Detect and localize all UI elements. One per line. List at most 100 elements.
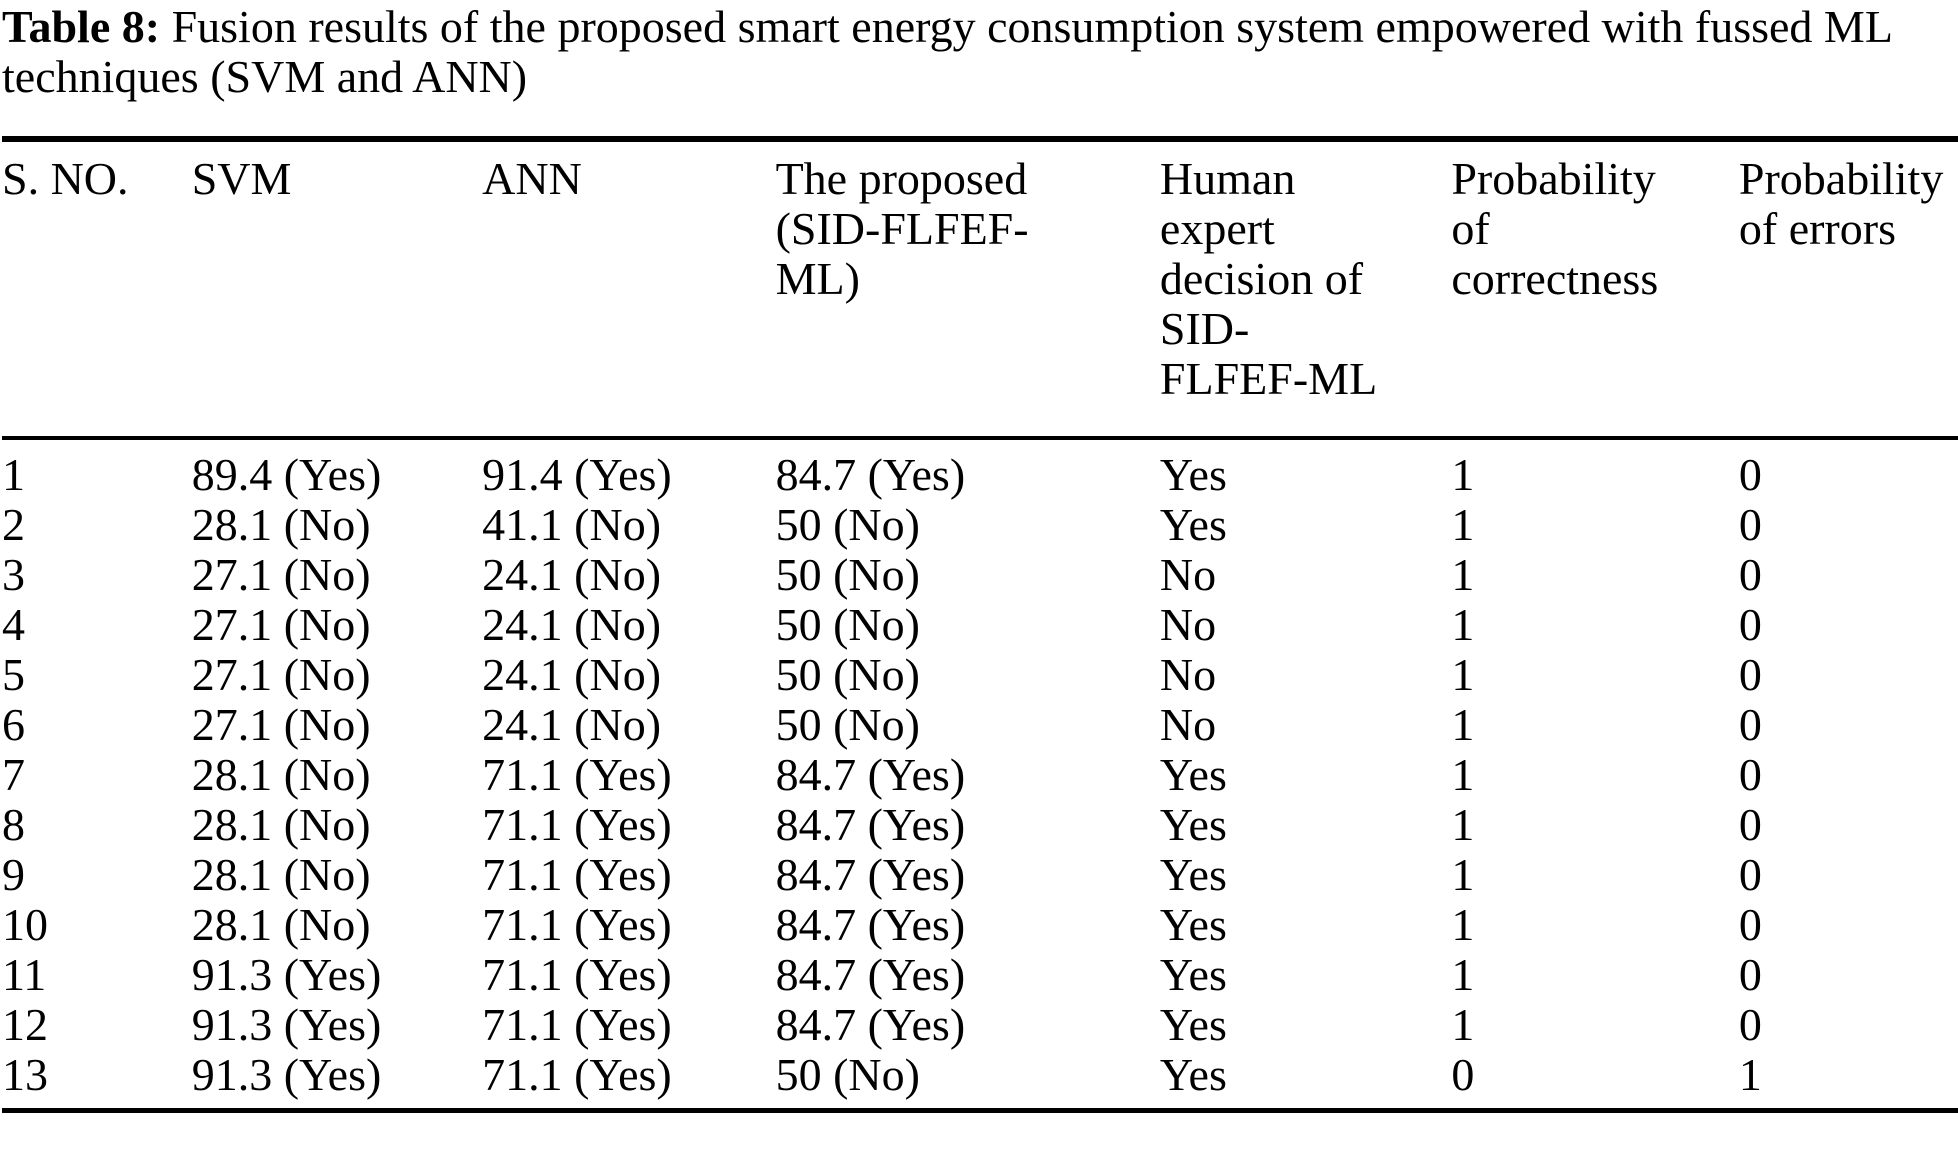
table-cell: 1 xyxy=(1451,499,1475,550)
fusion-results-table: S. NO. SVM ANN The proposed (SID-FLFEF- … xyxy=(2,136,1958,1113)
table-cell: 0 xyxy=(1738,599,1762,650)
table-cell: 0 xyxy=(1738,449,1762,500)
table-row: 13 91.3 (Yes) 71.1 (Yes) 50 (No) Yes 0 1 xyxy=(2,1050,1958,1111)
table-cell: 0 xyxy=(1738,899,1762,950)
table-cell: 84.7 (Yes) xyxy=(775,449,966,500)
table-cell: 84.7 (Yes) xyxy=(775,849,966,900)
table-cell: 50 (No) xyxy=(775,549,920,600)
table-cell: 91.3 (Yes) xyxy=(191,949,382,1000)
table-cell: 0 xyxy=(1738,999,1762,1050)
table-cell: 1 xyxy=(1738,1049,1762,1100)
table-cell: 27.1 (No) xyxy=(191,599,371,650)
table-cell: 50 (No) xyxy=(775,699,920,750)
table-cell: 28.1 (No) xyxy=(191,849,371,900)
table-cell: 71.1 (Yes) xyxy=(482,849,672,900)
table-cell: No xyxy=(1159,699,1217,750)
table-cell: 10 xyxy=(2,899,48,950)
table-cell: No xyxy=(1159,649,1217,700)
table-row: 1 89.4 (Yes) 91.4 (Yes) 84.7 (Yes) Yes 1 0 xyxy=(2,438,1958,500)
table-cell: 50 (No) xyxy=(775,649,920,700)
table-cell: 50 (No) xyxy=(775,499,920,550)
table-cell: 41.1 (No) xyxy=(482,499,662,550)
table-cell: 2 xyxy=(2,499,25,550)
table-cell: Yes xyxy=(1159,849,1227,900)
table-cell: 89.4 (Yes) xyxy=(191,449,382,500)
table-cell: Yes xyxy=(1159,949,1227,1000)
column-header-sno: S. NO. xyxy=(2,139,192,440)
table-cell: Yes xyxy=(1159,799,1227,850)
table-cell: 24.1 (No) xyxy=(482,549,662,600)
table-row: 6 27.1 (No) 24.1 (No) 50 (No) No 1 0 xyxy=(2,700,1958,750)
table-cell: 28.1 (No) xyxy=(191,749,371,800)
table-cell: 27.1 (No) xyxy=(191,549,371,600)
table-cell: 0 xyxy=(1738,699,1762,750)
table-cell: 0 xyxy=(1738,799,1762,850)
table-cell: 91.4 (Yes) xyxy=(482,449,672,500)
table-cell: 11 xyxy=(2,949,47,1000)
table-cell: 24.1 (No) xyxy=(482,699,662,750)
table-row: 12 91.3 (Yes) 71.1 (Yes) 84.7 (Yes) Yes 1 0 xyxy=(2,1000,1958,1050)
table-body: 1 89.4 (Yes) 91.4 (Yes) 84.7 (Yes) Yes 1 0 2 28.… xyxy=(2,438,1958,1111)
table-cell: 0 xyxy=(1738,649,1762,700)
table-cell: 1 xyxy=(1451,849,1475,900)
table-row: 10 28.1 (No) 71.1 (Yes) 84.7 (Yes) Yes 1 0 xyxy=(2,900,1958,950)
table-row: 7 28.1 (No) 71.1 (Yes) 84.7 (Yes) Yes 1 0 xyxy=(2,750,1958,800)
table-cell: Yes xyxy=(1159,899,1227,950)
table-row: 11 91.3 (Yes) 71.1 (Yes) 84.7 (Yes) Yes 1 0 xyxy=(2,950,1958,1000)
table-cell: 5 xyxy=(2,649,25,700)
table-cell: 1 xyxy=(1451,599,1475,650)
table-cell: 71.1 (Yes) xyxy=(482,749,672,800)
table-caption-text: Fusion results of the proposed smart ene… xyxy=(2,1,1893,102)
table-cell: 84.7 (Yes) xyxy=(775,749,966,800)
table-cell: 24.1 (No) xyxy=(482,599,662,650)
table-cell: 91.3 (Yes) xyxy=(191,999,382,1050)
table-cell: No xyxy=(1159,599,1217,650)
column-header-ann: ANN xyxy=(482,139,776,440)
table-cell: 71.1 (Yes) xyxy=(482,899,672,950)
table-cell: 71.1 (Yes) xyxy=(482,999,672,1050)
table-cell: 1 xyxy=(1451,799,1475,850)
table-cell: 8 xyxy=(2,799,25,850)
column-header-svm: SVM xyxy=(191,139,483,440)
table-cell: 24.1 (No) xyxy=(482,649,662,700)
table-cell: 1 xyxy=(1451,649,1475,700)
table-cell: 0 xyxy=(1738,499,1762,550)
table-cell: 9 xyxy=(2,849,25,900)
table-cell: 84.7 (Yes) xyxy=(775,899,966,950)
table-cell: 7 xyxy=(2,749,25,800)
table-cell: 50 (No) xyxy=(775,599,920,650)
table-row: 9 28.1 (No) 71.1 (Yes) 84.7 (Yes) Yes 1 0 xyxy=(2,850,1958,900)
table-cell: 4 xyxy=(2,599,25,650)
table-cell: 28.1 (No) xyxy=(191,499,371,550)
column-header-human-expert: Human expert decision of SID- FLFEF-ML xyxy=(1159,139,1452,440)
table-cell: Yes xyxy=(1159,999,1227,1050)
table-cell: 71.1 (Yes) xyxy=(482,1049,672,1100)
table-cell: 3 xyxy=(2,549,25,600)
table-cell: Yes xyxy=(1159,449,1227,500)
table-cell: 0 xyxy=(1738,949,1762,1000)
column-header-prob-correct: Probability of correctness xyxy=(1451,139,1739,440)
column-header-proposed: The proposed (SID-FLFEF- ML) xyxy=(775,139,1160,440)
table-row: 2 28.1 (No) 41.1 (No) 50 (No) Yes 1 0 xyxy=(2,500,1958,550)
table-cell: 1 xyxy=(1451,749,1475,800)
table-cell: 1 xyxy=(1451,999,1475,1050)
table-cell: 1 xyxy=(1451,699,1475,750)
table-cell: 84.7 (Yes) xyxy=(775,949,966,1000)
table-cell: Yes xyxy=(1159,499,1227,550)
table-cell: 0 xyxy=(1451,1049,1475,1100)
column-header-prob-error: Probability of errors xyxy=(1738,139,1958,440)
table-cell: 0 xyxy=(1738,549,1762,600)
table-cell: 84.7 (Yes) xyxy=(775,999,966,1050)
table-cell: 1 xyxy=(2,449,25,500)
table-cell: 27.1 (No) xyxy=(191,649,371,700)
table-row: 8 28.1 (No) 71.1 (Yes) 84.7 (Yes) Yes 1 0 xyxy=(2,800,1958,850)
table-cell: 28.1 (No) xyxy=(191,899,371,950)
table-cell: 91.3 (Yes) xyxy=(191,1049,382,1100)
table-cell: 12 xyxy=(2,999,48,1050)
table-cell: 1 xyxy=(1451,899,1475,950)
table-cell: 6 xyxy=(2,699,25,750)
table-cell: 50 (No) xyxy=(775,1049,920,1100)
table-cell: 1 xyxy=(1451,449,1475,500)
table-row: 5 27.1 (No) 24.1 (No) 50 (No) No 1 0 xyxy=(2,650,1958,700)
